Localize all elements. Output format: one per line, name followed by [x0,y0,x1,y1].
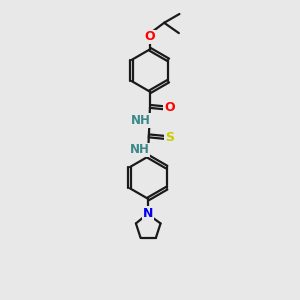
Text: O: O [164,101,175,114]
Text: O: O [145,30,155,44]
Text: NH: NH [130,143,149,157]
Text: S: S [165,131,174,144]
Text: NH: NH [130,114,151,127]
Text: N: N [143,206,153,220]
